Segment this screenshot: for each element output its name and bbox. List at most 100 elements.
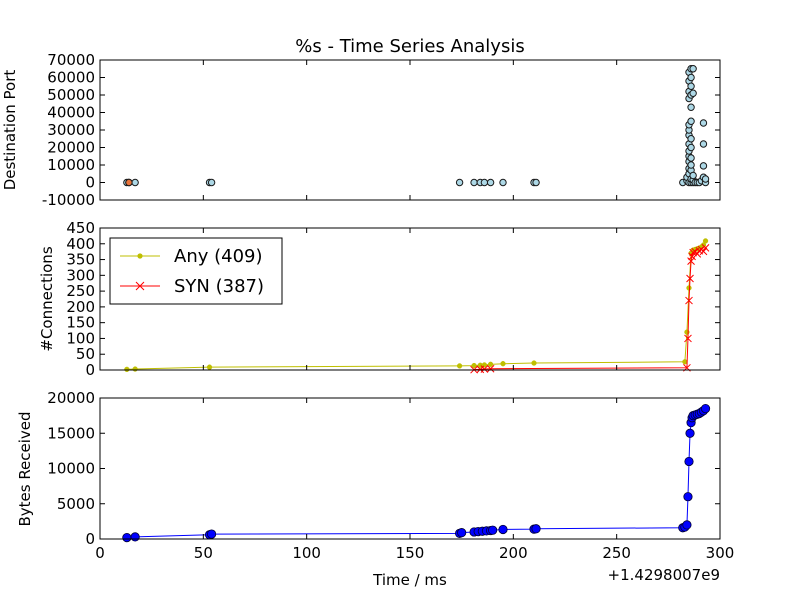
data-point <box>531 524 541 534</box>
data-point <box>480 178 489 187</box>
data-point <box>457 528 467 538</box>
y-tick-label: 50 <box>76 345 95 363</box>
data-point <box>124 366 130 373</box>
data-point <box>684 456 694 467</box>
data-point <box>700 403 711 414</box>
x-axis-label-time: Time / ms <box>372 571 447 589</box>
data-point <box>531 360 537 366</box>
data-point-x <box>686 274 694 283</box>
plot-area <box>122 403 711 543</box>
y-axis-label-bytes-received: Bytes Received <box>16 411 34 526</box>
data-point <box>500 361 506 367</box>
data-point <box>699 119 708 127</box>
data-point <box>689 171 697 180</box>
y-tick-label: 100 <box>66 329 95 347</box>
y-tick-label: 10000 <box>47 460 95 478</box>
data-point-x <box>486 364 495 373</box>
data-point <box>488 525 498 535</box>
data-point <box>132 366 138 372</box>
data-point <box>122 532 132 543</box>
data-point <box>683 492 693 502</box>
data-point-x <box>685 296 693 305</box>
series-line-0 <box>126 408 706 539</box>
data-point <box>686 285 692 291</box>
data-point <box>687 82 695 90</box>
data-point <box>207 178 216 187</box>
y-tick-label: 350 <box>66 251 95 269</box>
data-point-x <box>699 247 708 256</box>
highlight-point <box>125 178 133 187</box>
data-point <box>687 143 695 152</box>
y-axis-label-connections: #Connections <box>38 246 56 351</box>
data-point <box>682 359 688 365</box>
y-tick-label: 20000 <box>47 389 95 407</box>
series-line-1 <box>474 247 706 371</box>
data-point <box>687 117 695 125</box>
y-tick-label: 15000 <box>47 424 95 442</box>
data-point-x <box>687 257 695 265</box>
axes-frame <box>99 59 721 201</box>
port-scatter-panel: %s - Time Series Analysis Destination Po… <box>1 36 721 209</box>
y-tick-label: 50000 <box>47 86 95 104</box>
y-tick-label: 300 <box>66 266 95 284</box>
y-tick-label: 0 <box>85 174 95 192</box>
y-tick-label: 5000 <box>57 495 95 513</box>
y-tick-label: 0 <box>85 361 95 379</box>
data-point <box>207 529 217 539</box>
data-point-x <box>684 334 692 343</box>
data-point-x <box>689 248 697 257</box>
y-tick-label: 200 <box>66 298 95 316</box>
data-point <box>130 532 140 542</box>
y-tick-label: 40000 <box>47 104 95 122</box>
data-point <box>470 178 478 187</box>
data-point <box>687 73 695 82</box>
legend-marker-x <box>135 281 145 291</box>
bytes-panel: Bytes Received Time / ms +1.4298007e9 0 5… <box>16 389 734 589</box>
x-tick-label: 50 <box>194 544 213 562</box>
connections-panel: #Connections 050100150200250300350400450… <box>38 219 721 379</box>
y-tick-label: 250 <box>66 282 95 300</box>
y-tick-label: 30000 <box>47 121 95 139</box>
y-tick-label: 150 <box>66 314 95 332</box>
data-point <box>486 178 495 187</box>
data-point-x <box>480 365 489 373</box>
data-point <box>689 89 697 97</box>
data-point <box>687 161 695 169</box>
data-point <box>687 135 695 143</box>
data-point <box>487 361 494 367</box>
legend-box <box>109 237 283 305</box>
data-point <box>131 178 139 187</box>
y-tick-label: 70000 <box>47 51 95 69</box>
data-point <box>682 520 692 530</box>
data-point <box>206 364 213 370</box>
data-point <box>455 178 464 187</box>
x-tick-label: 100 <box>292 544 321 562</box>
plot-area <box>123 65 710 187</box>
x-tick-label: 200 <box>499 544 528 562</box>
data-point <box>699 162 708 170</box>
data-point <box>701 175 710 183</box>
x-tick-label: 250 <box>602 544 631 562</box>
data-point <box>689 65 697 73</box>
data-point <box>498 524 508 535</box>
x-axis-offset-label: +1.4298007e9 <box>608 566 720 584</box>
x-tick-label: 300 <box>706 544 735 562</box>
data-point <box>499 178 507 187</box>
data-point <box>471 362 477 369</box>
x-tick-label: 0 <box>95 544 105 562</box>
legend: Any (409) SYN (387) <box>109 237 283 305</box>
legend-marker-dot <box>137 253 143 259</box>
y-tick-label: -10000 <box>42 191 95 209</box>
chart-title: %s - Time Series Analysis <box>295 36 524 57</box>
data-point-x <box>701 244 710 252</box>
y-tick-label: 10000 <box>47 156 95 174</box>
data-point <box>702 238 709 244</box>
legend-label: Any (409) <box>174 246 263 267</box>
data-point <box>699 140 708 148</box>
y-tick-label: 20000 <box>47 139 95 157</box>
y-tick-label: 60000 <box>47 69 95 87</box>
data-point <box>687 103 695 111</box>
data-point <box>532 178 540 187</box>
axes-frame <box>99 397 721 540</box>
